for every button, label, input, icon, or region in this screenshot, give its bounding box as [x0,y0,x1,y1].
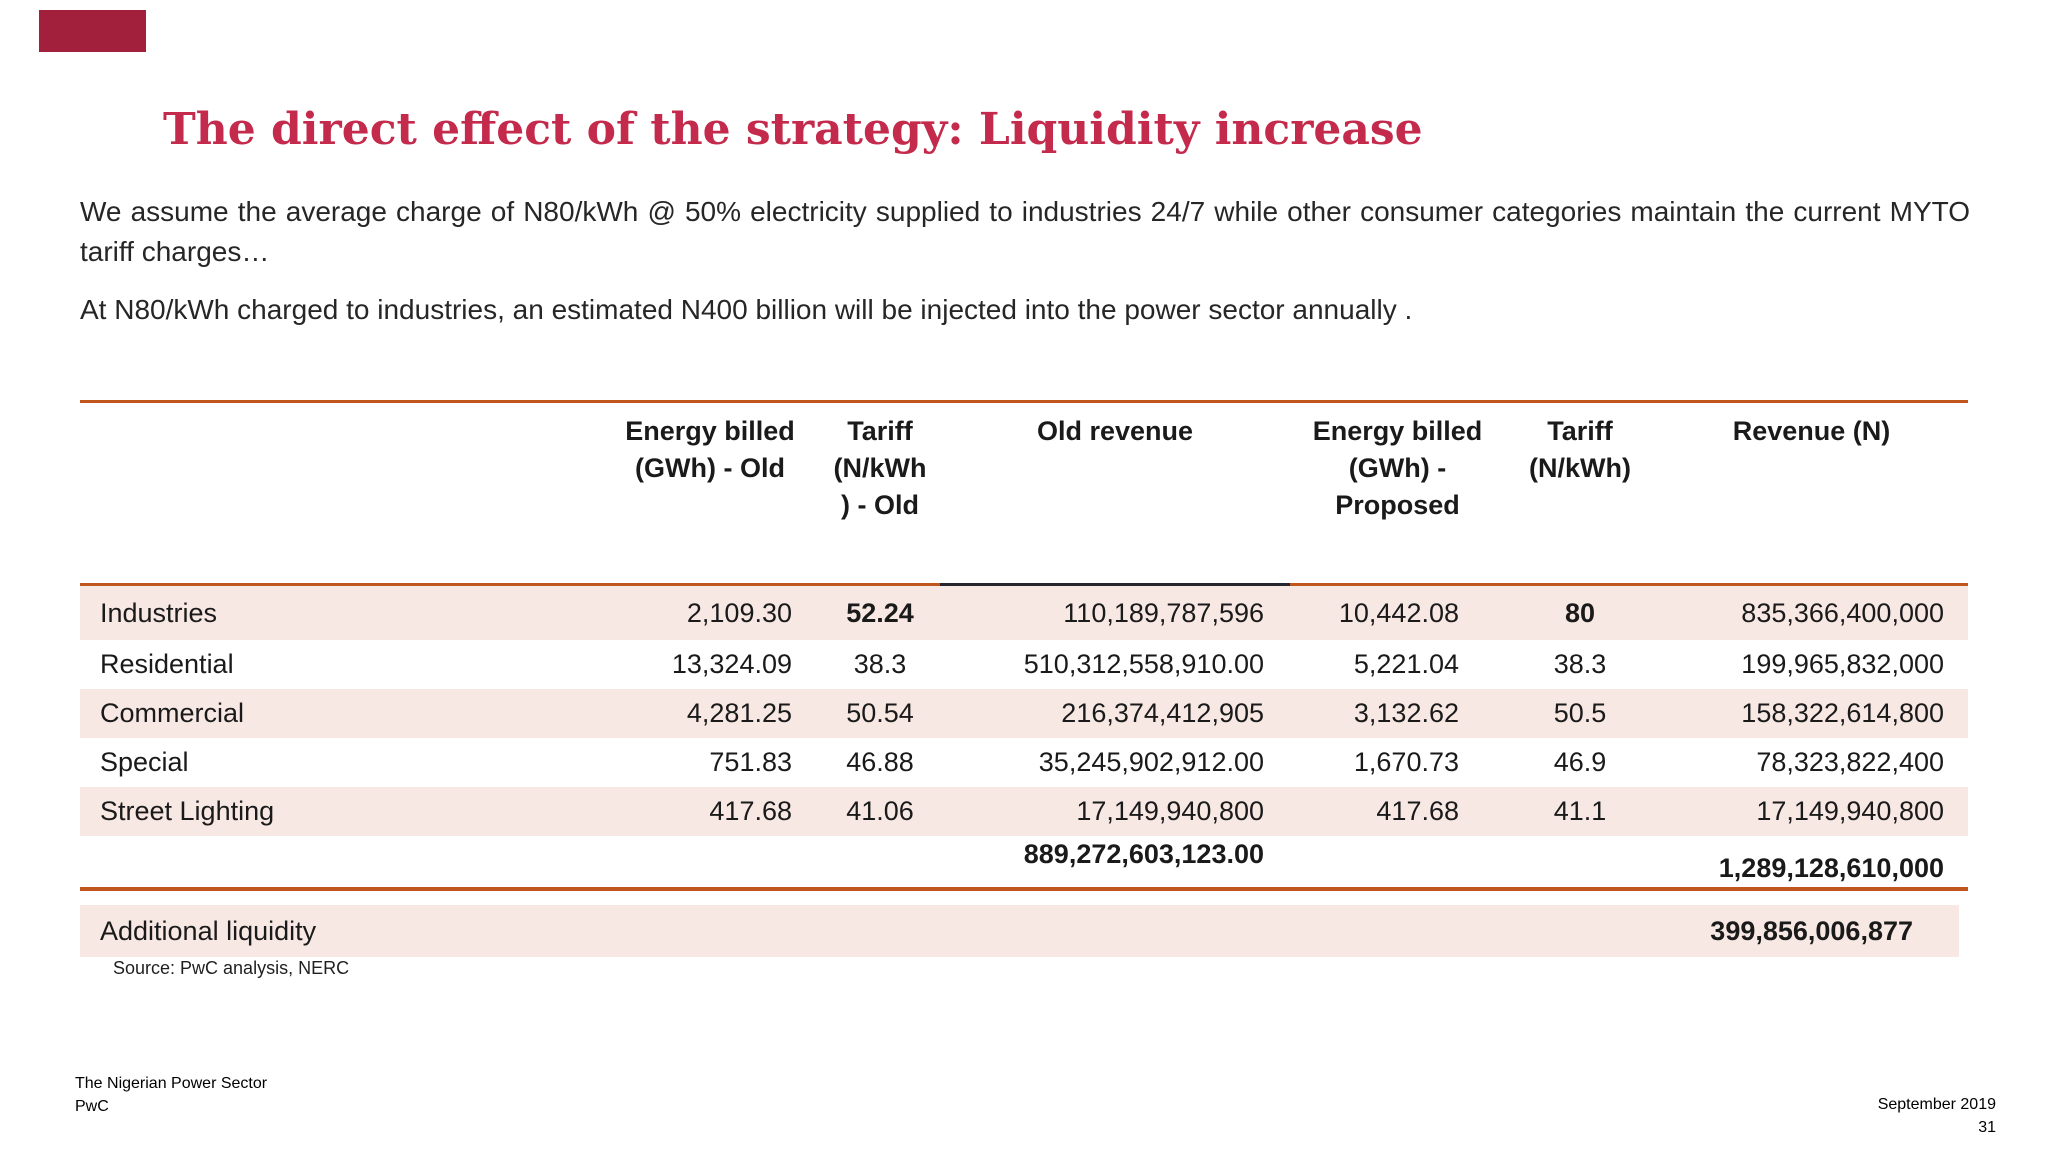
cell-energy-proposed: 3,132.62 [1290,689,1505,738]
cell-revenue: 835,366,400,000 [1655,584,1968,640]
column-header-revenue: Revenue (N) [1655,400,1968,586]
footer-date: September 2019 [1877,1096,1996,1113]
footer-left-block: The Nigerian Power Sector PwC [75,1072,267,1118]
source-note: Source: PwC analysis, NERC [113,958,350,978]
table-row-special: Special 751.83 46.88 35,245,902,912.00 1… [80,738,1968,787]
row-label: Street Lighting [80,787,600,836]
cell-tariff-old: 52.24 [820,584,940,640]
row-label: Commercial [80,689,600,738]
table-header-row: Energy billed (GWh) - Old Tariff (N/kWh … [80,400,1968,586]
additional-liquidity-row: Additional liquidity 399,856,006,877 [80,905,1959,957]
intro-text-block: We assume the average charge of N80/kWh … [80,192,1970,330]
row-label: Special [100,747,189,777]
row-label: Residential [100,649,234,679]
footer-right-block: September 2019 31 [1878,1093,1996,1139]
intro-paragraph-2: At N80/kWh charged to industries, an est… [80,294,1413,325]
cell-energy-proposed: 417.68 [1290,787,1505,836]
cell-revenue: 78,323,822,400 [1756,747,1944,777]
cell-tariff-old: 46.88 [846,747,914,777]
slide-title: The direct effect of the strategy: Liqui… [163,104,1423,155]
tariff-revenue-table: Energy billed (GWh) - Old Tariff (N/kWh … [80,400,1968,891]
column-header-old-revenue: Old revenue [940,400,1290,586]
old-revenue-total-cell: 889,272,603,123.00 [940,836,1290,891]
cell-tariff-proposed: 80 [1505,584,1655,640]
cell-tariff-old: 50.54 [820,689,940,738]
cell-tariff-old: 41.06 [820,787,940,836]
column-header-row-label [80,400,600,586]
revenue-total-cell: 1,289,128,610,000 [1655,836,1968,891]
cell-energy-old: 13,324.09 [671,649,792,679]
cell-tariff-proposed: 38.3 [1553,649,1607,679]
intro-paragraph-1: We assume the average charge of N80/kWh … [80,196,1970,267]
pwc-logo-text: PwC [75,1098,109,1115]
additional-liquidity-value: 399,856,006,877 [1710,915,1913,946]
table-totals-row: 889,272,603,123.00 1,289,128,610,000 [80,836,1968,891]
cell-revenue: 158,322,614,800 [1655,689,1968,738]
tariff-revenue-table-wrap: Energy billed (GWh) - Old Tariff (N/kWh … [80,400,1968,891]
cell-revenue: 17,149,940,800 [1655,787,1968,836]
additional-liquidity-label: Additional liquidity [100,915,317,946]
cell-old-revenue: 35,245,902,912.00 [1038,747,1264,777]
cell-tariff-proposed: 50.5 [1505,689,1655,738]
row-label: Industries [80,584,600,640]
cell-energy-old: 4,281.25 [600,689,820,738]
cell-old-revenue: 216,374,412,905 [940,689,1290,738]
page-number: 31 [1978,1119,1996,1136]
footer-doc-title: The Nigerian Power Sector [75,1075,268,1092]
cell-old-revenue: 510,312,558,910.00 [1023,649,1264,679]
column-header-energy-billed-old: Energy billed (GWh) - Old [600,400,820,586]
table-row-residential: Residential 13,324.09 38.3 510,312,558,9… [80,640,1968,689]
totals-empty-cell [820,836,940,891]
cell-old-revenue: 17,149,940,800 [940,787,1290,836]
cell-old-revenue: 110,189,787,596 [940,584,1290,640]
column-header-energy-billed-proposed: Energy billed (GWh) - Proposed [1290,400,1505,586]
totals-empty-cell [600,836,820,891]
cell-energy-proposed: 5,221.04 [1353,649,1459,679]
revenue-total-value: 1,289,128,610,000 [1718,853,1944,883]
brand-accent-bar [39,10,146,52]
cell-revenue: 199,965,832,000 [1741,649,1944,679]
cell-energy-proposed: 1,670.73 [1353,747,1459,777]
column-header-tariff-old: Tariff (N/kWh ) - Old [820,400,940,586]
totals-empty-cell [80,836,600,891]
table-row-industries: Industries 2,109.30 52.24 110,189,787,59… [80,584,1968,640]
cell-tariff-proposed: 46.9 [1553,747,1607,777]
cell-energy-old: 2,109.30 [600,584,820,640]
cell-tariff-proposed: 41.1 [1505,787,1655,836]
cell-energy-proposed: 10,442.08 [1290,584,1505,640]
cell-tariff-old: 38.3 [853,649,907,679]
totals-empty-cell [1505,836,1655,891]
old-revenue-total-value: 889,272,603,123.00 [1023,839,1264,869]
column-header-tariff-proposed: Tariff (N/kWh) [1505,400,1655,586]
totals-empty-cell [1290,836,1505,891]
cell-energy-old: 751.83 [709,747,792,777]
table-row-street-lighting: Street Lighting 417.68 41.06 17,149,940,… [80,787,1968,836]
cell-energy-old: 417.68 [600,787,820,836]
table-row-commercial: Commercial 4,281.25 50.54 216,374,412,90… [80,689,1968,738]
